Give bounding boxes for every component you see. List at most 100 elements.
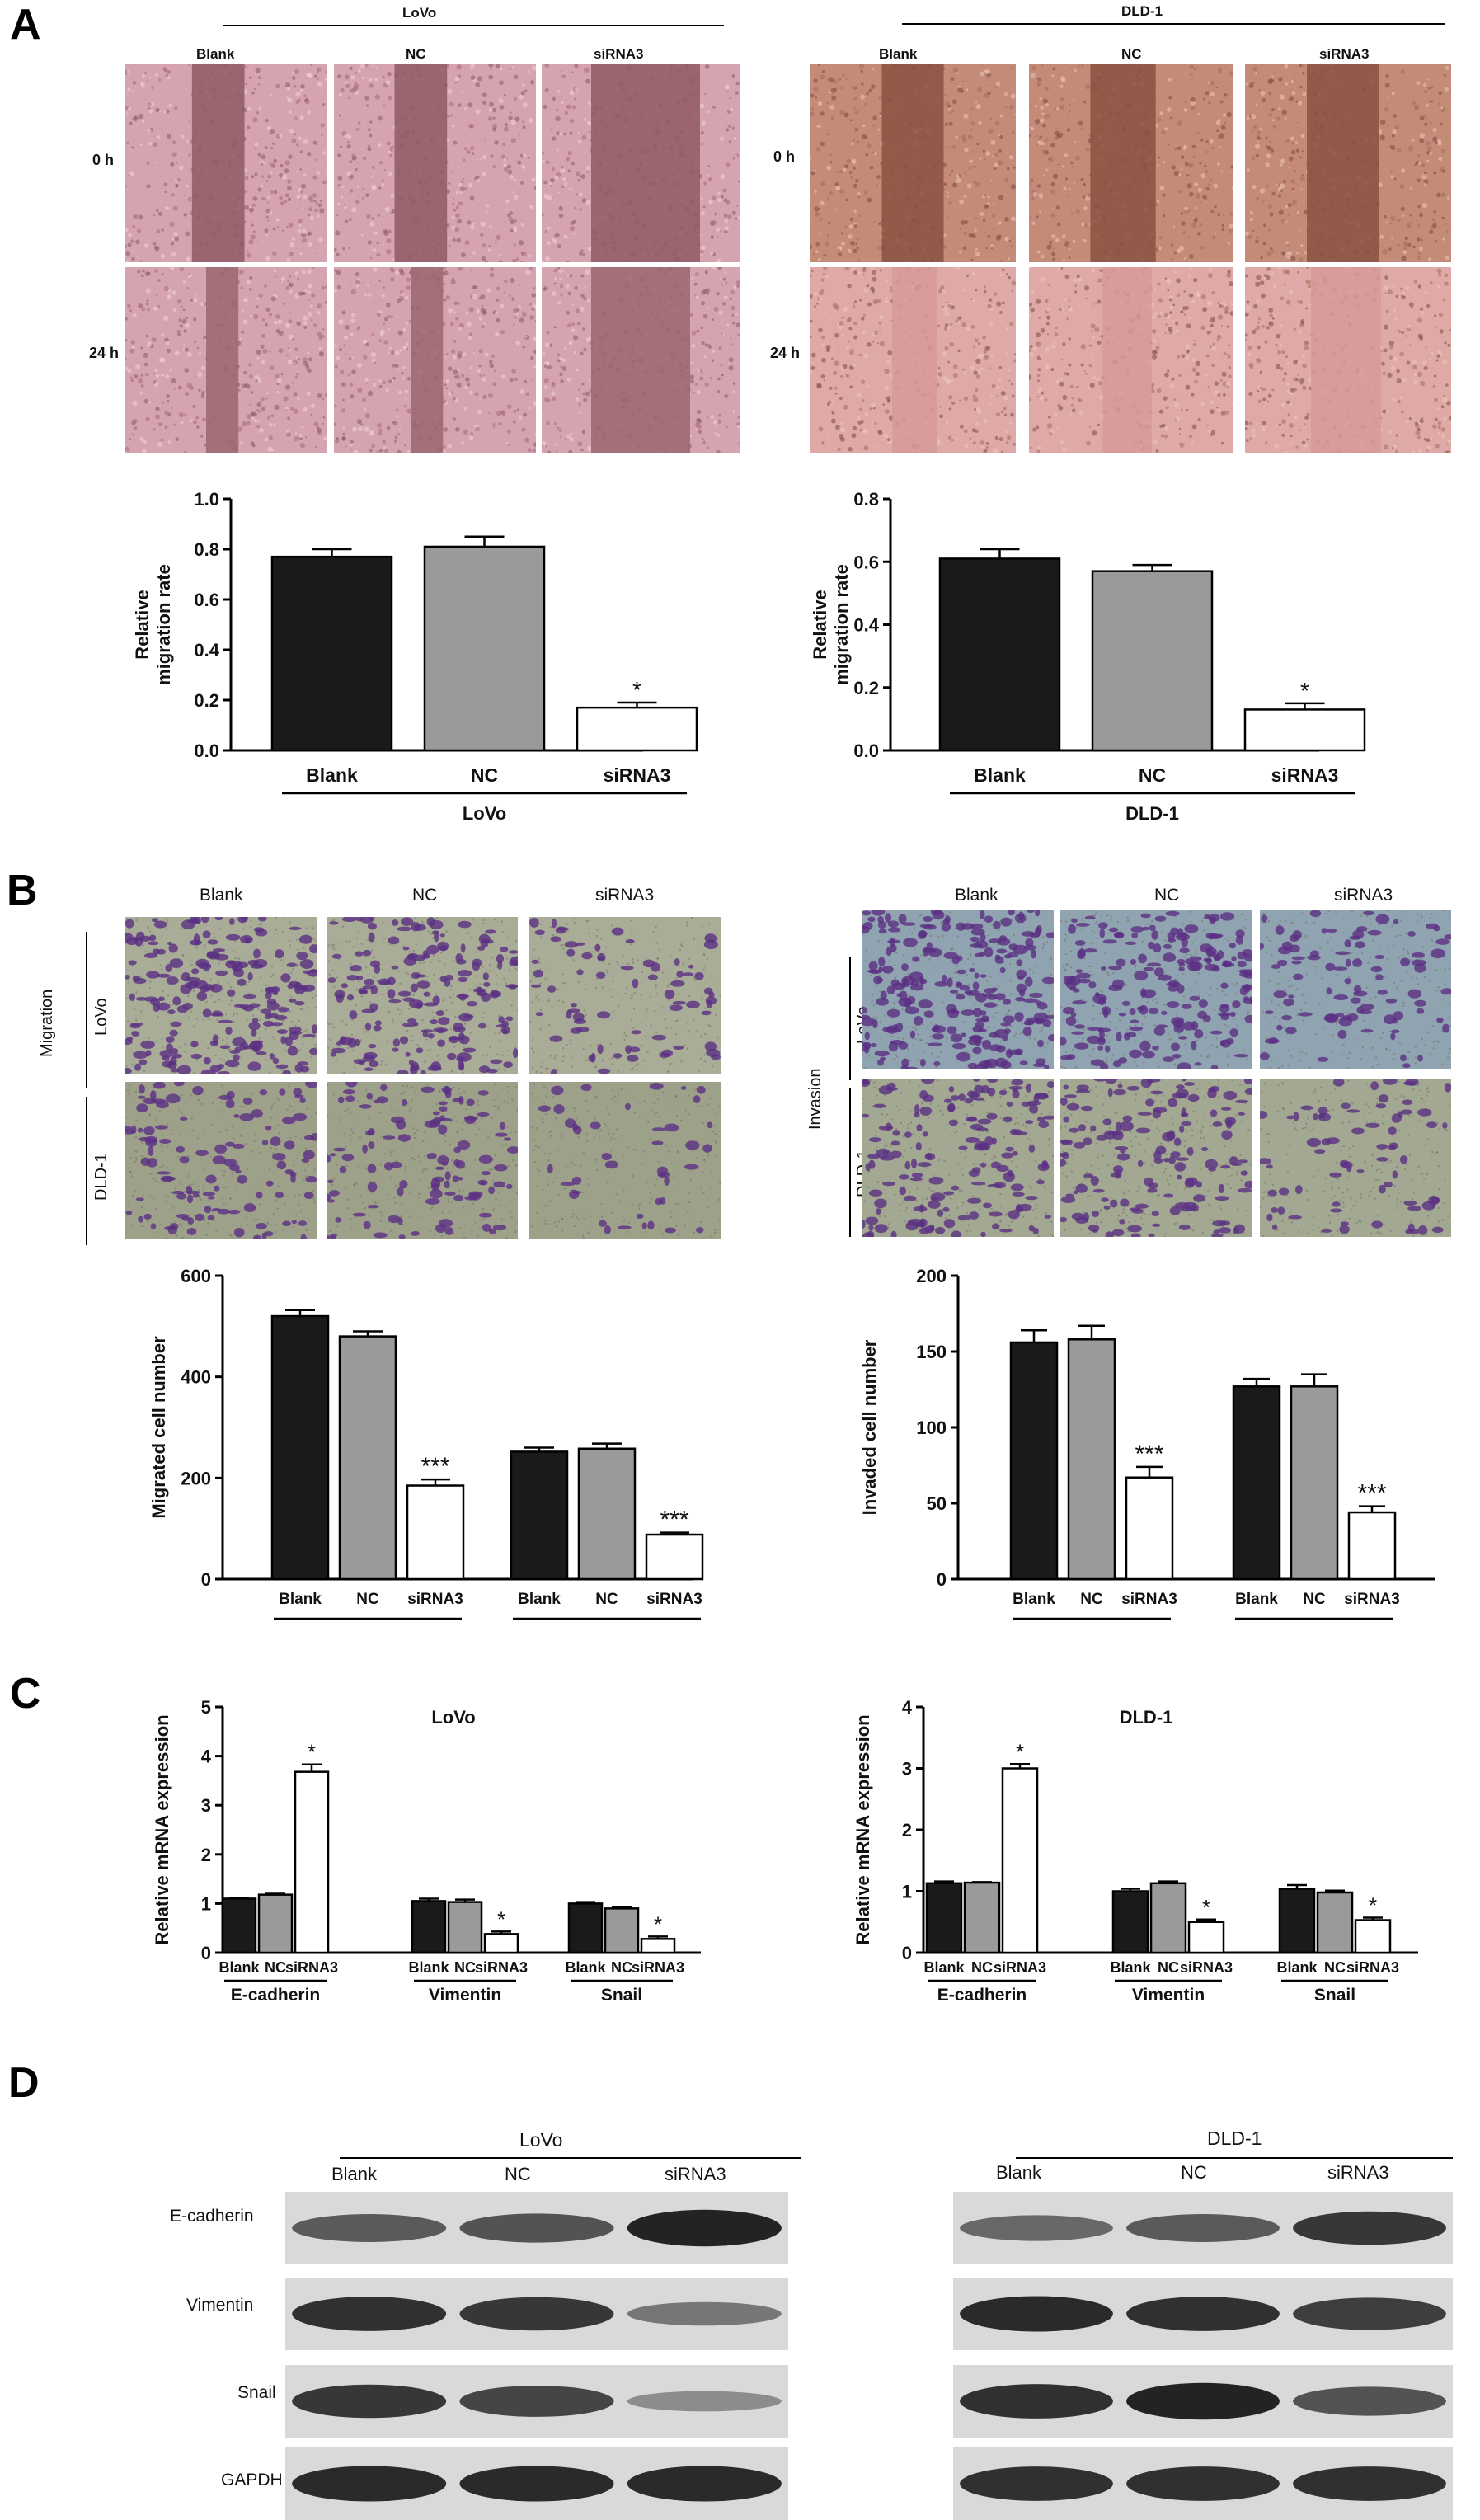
- wound-image-lovo-sirna3-0: [542, 64, 740, 262]
- blot-dld1-gapdh-bands: [953, 2447, 1453, 2520]
- y-tick-label: 3: [902, 1759, 912, 1780]
- blot-lovo-e-cadherin-bands: [285, 2192, 788, 2264]
- y-tick-label: 0.0: [194, 740, 219, 761]
- x-tick-label: NC: [1158, 1959, 1179, 1976]
- bar-blank: [511, 1451, 567, 1579]
- y-tick-label: 200: [181, 1468, 211, 1488]
- significance-mark: *: [1369, 1893, 1377, 1918]
- y-tick-label: 0: [937, 1569, 947, 1590]
- x-tick-label: Blank: [974, 764, 1026, 786]
- transwell-migration-dld-1-blank-texture: [125, 1082, 317, 1239]
- wound-header-lovo: LoVo: [402, 5, 436, 21]
- transwell-migration-lovo-blank: [125, 917, 317, 1074]
- side-line-lovo-invasion: [849, 957, 851, 1080]
- y-tick-label: 0.4: [853, 615, 879, 636]
- transwell-invasion-lovo-sirna3: [1260, 910, 1451, 1069]
- blot-header-line-lovo: [340, 2157, 801, 2159]
- x-tick-label: Blank: [518, 1591, 561, 1608]
- x-group-label: Vimentin: [429, 1986, 501, 2005]
- x-tick-label: NC: [611, 1959, 632, 1976]
- wound-image-dld1-nc-1: [1029, 267, 1233, 453]
- y-axis-label: Relative: [810, 590, 830, 659]
- x-group-label: LoVo: [1072, 1628, 1112, 1629]
- transwell-invasion-lovo-sirna3-texture: [1260, 910, 1451, 1069]
- chart-title: LoVo: [431, 1707, 475, 1728]
- transwell-invasion-lovo-blank: [862, 910, 1054, 1069]
- blot-dld1-vimentin: [953, 2278, 1453, 2350]
- blot-dld1-snail: [953, 2365, 1453, 2438]
- bar-sirna3: [1003, 1769, 1037, 1953]
- significance-mark: *: [632, 677, 641, 703]
- x-tick-label: NC: [265, 1959, 286, 1976]
- blot-label-blank-lovo: Blank: [331, 2164, 377, 2185]
- significance-mark: ***: [421, 1453, 449, 1480]
- y-tick-label: 1.0: [194, 489, 219, 510]
- x-group-label: Snail: [1314, 1986, 1355, 2005]
- x-tick-label: Blank: [923, 1959, 965, 1976]
- transwell-invasion-lovo-blank-texture: [862, 910, 1054, 1069]
- transwell-invasion-lovo-nc: [1060, 910, 1252, 1069]
- y-tick-label: 2: [201, 1845, 211, 1865]
- wound-image-lovo-sirna3-1-texture: [542, 267, 740, 453]
- blot-label-blank-dld1: Blank: [996, 2162, 1041, 2184]
- x-group-label: Snail: [601, 1986, 642, 2005]
- x-group-label: DLD-1: [1125, 803, 1179, 824]
- blot-lovo-gapdh-bands: [285, 2447, 788, 2520]
- bar-nc: [425, 547, 544, 750]
- blot-lovo-snail-bands: [285, 2365, 788, 2438]
- panel-letter-c: C: [10, 1669, 41, 1718]
- wound-label-blank-lovo: Blank: [196, 46, 234, 63]
- blot-dld1-gapdh: [953, 2447, 1453, 2520]
- panel-letter-b: B: [7, 866, 38, 915]
- blot-dld1-vimentin-bands: [953, 2278, 1453, 2350]
- wound-image-dld1-blank-0-texture: [810, 64, 1016, 262]
- y-tick-label: 1: [902, 1882, 912, 1902]
- y-tick-label: 150: [916, 1342, 947, 1362]
- transwell-invasion-dld-1-nc-texture: [1060, 1079, 1252, 1237]
- wound-image-dld1-nc-0-texture: [1029, 64, 1233, 262]
- wound-image-lovo-nc-0: [334, 64, 536, 262]
- x-tick-label: Blank: [1110, 1959, 1151, 1976]
- blot-lovo-vimentin: [285, 2278, 788, 2350]
- time-label-24h-dld1: 24 h: [770, 345, 800, 362]
- y-tick-label: 0: [201, 1943, 211, 1963]
- wound-image-dld1-sirna3-0-texture: [1245, 64, 1451, 262]
- y-tick-label: 0.8: [194, 539, 219, 560]
- transwell-migration-lovo-nc-texture: [327, 917, 518, 1074]
- wound-image-lovo-blank-0-texture: [125, 64, 327, 262]
- wound-image-dld1-blank-0: [810, 64, 1016, 262]
- bar-sirna3: [646, 1535, 702, 1579]
- x-tick-label: NC: [595, 1591, 618, 1608]
- transwell-label-nc-migration: NC: [412, 886, 437, 905]
- x-tick-label: siRNA3: [407, 1591, 463, 1608]
- time-label-0h-dld1: 0 h: [773, 148, 795, 166]
- y-tick-label: 0.8: [853, 489, 879, 510]
- x-tick-label: Blank: [1235, 1591, 1278, 1608]
- blot-label-nc-dld1: NC: [1181, 2162, 1207, 2184]
- significance-mark: *: [654, 1911, 662, 1936]
- significance-mark: *: [308, 1740, 316, 1765]
- wound-image-lovo-nc-0-texture: [334, 64, 536, 262]
- y-tick-label: 2: [902, 1820, 912, 1841]
- wound-image-dld1-sirna3-0: [1245, 64, 1451, 262]
- y-tick-label: 1: [201, 1893, 211, 1914]
- bar-blank: [272, 557, 392, 750]
- significance-mark: *: [1300, 678, 1309, 703]
- x-tick-label: Blank: [1013, 1591, 1055, 1608]
- x-group-label: DLD-1: [1290, 1628, 1339, 1629]
- y-axis-label: Relative mRNA expression: [853, 1714, 873, 1944]
- bar-sirna3: [485, 1934, 518, 1953]
- y-tick-label: 100: [916, 1418, 947, 1438]
- wound-label-nc-dld1: NC: [1121, 46, 1142, 63]
- side-label-migration: Migration: [38, 990, 57, 1057]
- x-tick-label: siRNA3: [604, 764, 671, 786]
- y-tick-label: 0.6: [853, 552, 879, 572]
- bar-sirna3: [1126, 1478, 1172, 1579]
- significance-mark: ***: [660, 1507, 688, 1534]
- blot-row-label-vimentin: Vimentin: [186, 2296, 253, 2315]
- side-label-lovo-migration: LoVo: [92, 998, 111, 1036]
- bar-nc: [1069, 1339, 1115, 1579]
